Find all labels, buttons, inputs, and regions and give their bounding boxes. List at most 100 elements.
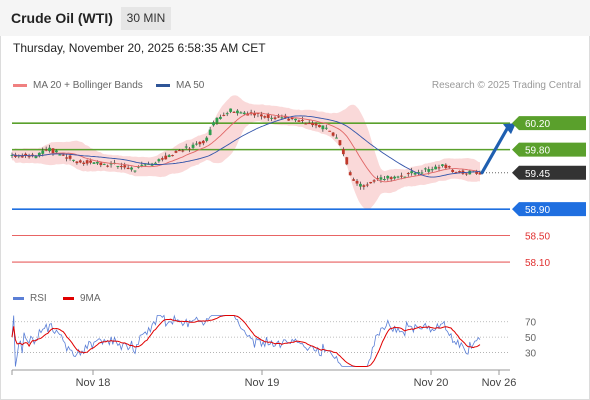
candle-body	[451, 169, 455, 173]
candle-body	[307, 123, 311, 125]
level-label-1: 59.80	[525, 146, 550, 157]
candle-body	[24, 153, 28, 156]
candle-body	[355, 180, 359, 184]
candle-body	[430, 169, 434, 171]
rsi-level-label-2: 30	[525, 349, 537, 360]
rsi-ma-line	[11, 315, 481, 367]
candle-body	[297, 120, 301, 122]
candle-body	[181, 150, 185, 152]
ma20-line	[11, 112, 481, 183]
candle-body	[96, 161, 99, 164]
candle-body	[304, 123, 308, 125]
candle-body	[171, 155, 174, 157]
candle-body	[475, 171, 478, 174]
level-tag-3	[512, 202, 586, 217]
candle-body	[123, 165, 127, 168]
candle-body	[331, 132, 335, 136]
candle-body	[270, 117, 274, 119]
x-tick-label-2: Nov 20	[414, 377, 449, 389]
legend-bollinger: MA 20 + Bollinger Bands	[13, 80, 143, 91]
candle-body	[382, 179, 386, 181]
legend-swatch-rsi	[13, 296, 24, 300]
candle-body	[55, 150, 58, 153]
level-tag-0	[512, 116, 586, 131]
candle-body	[130, 167, 133, 170]
candle-body	[236, 110, 239, 114]
candle-body	[413, 172, 417, 175]
bollinger-band	[12, 95, 480, 210]
candle-body	[157, 159, 161, 162]
candle-body	[410, 171, 414, 174]
level-label-0: 60.20	[525, 119, 550, 130]
candle-body	[273, 117, 277, 119]
candle-body	[434, 166, 437, 170]
candle-body	[225, 113, 229, 115]
legend-swatch-9ma	[63, 296, 74, 300]
candle-body	[184, 146, 188, 148]
candle-body	[212, 122, 215, 126]
candle-body	[406, 173, 410, 175]
candle-body	[85, 160, 89, 164]
candle-body	[396, 176, 400, 178]
timestamp: Thursday, November 20, 2025 6:58:35 AM C…	[13, 41, 266, 55]
candle-body	[263, 116, 267, 118]
candle-body	[34, 156, 38, 159]
candle-body	[365, 184, 369, 186]
ma50-line	[11, 115, 480, 178]
candle-body	[362, 185, 366, 187]
candle-body	[164, 155, 168, 160]
legend-swatch-ma50	[156, 83, 170, 87]
candle-body	[177, 150, 181, 152]
candle-body	[119, 166, 123, 168]
candle-body	[82, 162, 86, 164]
level-label-3: 58.90	[525, 205, 550, 216]
candle-body	[444, 164, 448, 169]
candle-body	[188, 148, 192, 150]
rsi-level-label-1: 50	[525, 333, 537, 344]
candle-body	[205, 137, 209, 141]
candle-body	[65, 157, 69, 159]
candle-body	[109, 163, 113, 165]
candle-body	[58, 154, 62, 156]
candle-body	[376, 178, 379, 180]
research-credit: Research © 2025 Trading Central	[431, 80, 581, 91]
candle-body	[283, 115, 287, 118]
candle-body	[143, 164, 147, 166]
candle-body	[68, 155, 72, 159]
timeframe-selector[interactable]: 30 MIN	[121, 7, 171, 30]
candle-body	[154, 162, 157, 164]
legend-ma50-label: MA 50	[176, 80, 205, 91]
candle-body	[328, 130, 332, 132]
candle-body	[174, 151, 178, 153]
candle-body	[311, 122, 315, 126]
candle-body	[300, 119, 304, 121]
candle-body	[372, 180, 376, 182]
candle-body	[222, 114, 226, 116]
candle-body	[72, 159, 75, 161]
x-tick-label-1: Nov 19	[245, 377, 280, 389]
candle-body	[133, 170, 137, 172]
candle-body	[389, 177, 393, 180]
candle-body	[403, 176, 407, 178]
candle-body	[437, 167, 441, 169]
candle-body	[369, 181, 373, 184]
legend-swatch-bollinger	[13, 83, 27, 87]
candle-body	[78, 160, 82, 163]
level-tag-2	[512, 165, 586, 180]
forecast-arrow-shaft	[480, 125, 510, 175]
candle-body	[314, 123, 318, 126]
candle-body	[321, 125, 325, 130]
candle-body	[218, 116, 222, 119]
candle-body	[253, 113, 256, 116]
candle-body	[195, 143, 198, 145]
chart-header	[0, 0, 590, 36]
candle-body	[232, 111, 236, 113]
candle-body	[44, 149, 48, 151]
legend-rsi-label: RSI	[30, 293, 47, 304]
candle-body	[266, 114, 270, 118]
candle-body	[201, 140, 205, 144]
candle-body	[441, 164, 444, 166]
candle-body	[458, 171, 461, 173]
candle-body	[27, 156, 31, 158]
candle-body	[379, 177, 383, 180]
